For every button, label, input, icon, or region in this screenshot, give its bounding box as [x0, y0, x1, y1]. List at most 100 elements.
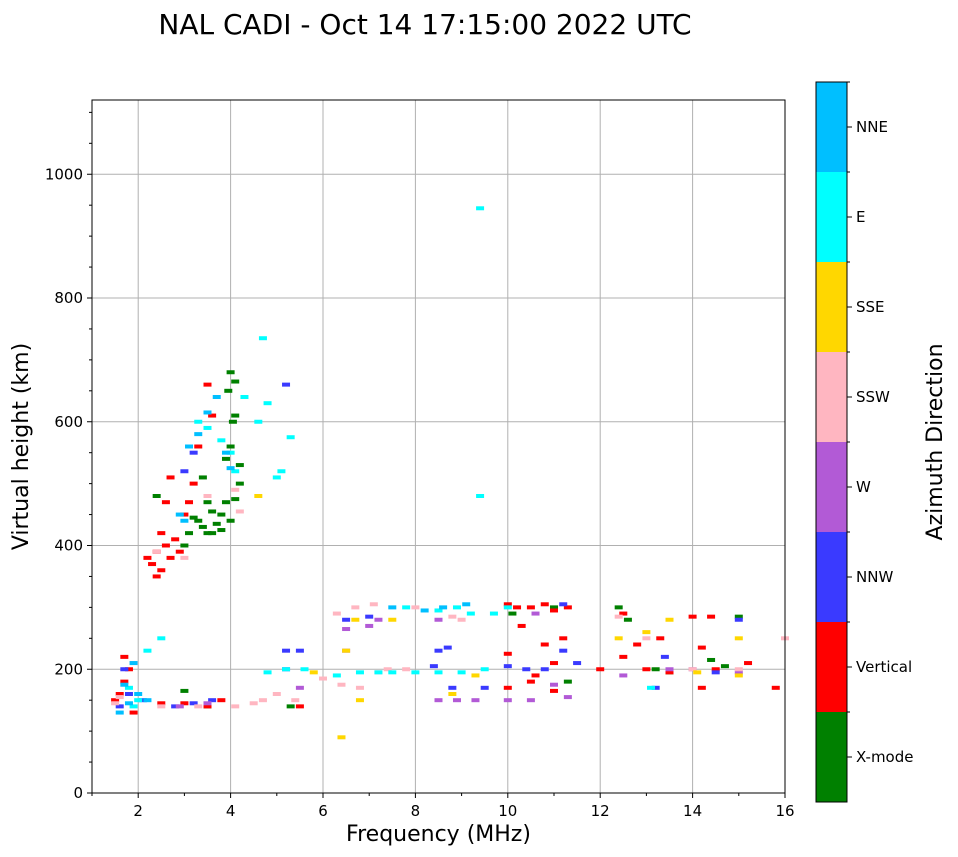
data-point	[226, 518, 235, 523]
data-point	[231, 487, 240, 492]
colorbar-tick-label: SSW	[856, 388, 890, 406]
data-point	[226, 466, 235, 471]
data-point	[124, 701, 133, 706]
data-point	[120, 682, 129, 687]
data-point	[189, 481, 198, 486]
colorbar-tick-label: NNW	[856, 568, 893, 586]
data-point	[124, 667, 133, 672]
y-axis-label: Virtual height (km)	[9, 343, 34, 550]
data-point	[619, 673, 628, 678]
data-point	[697, 645, 706, 650]
y-tick-label: 600	[54, 413, 83, 431]
data-point	[388, 670, 397, 675]
data-point	[697, 685, 706, 690]
data-point	[175, 512, 184, 517]
data-point	[157, 568, 166, 573]
x-tick-label: 14	[683, 802, 702, 820]
data-point	[623, 617, 632, 622]
data-point	[434, 617, 443, 622]
data-point	[152, 494, 161, 498]
y-tick-label: 1000	[45, 165, 83, 183]
y-tick-label: 800	[54, 289, 83, 307]
data-point	[550, 608, 558, 613]
data-point	[508, 611, 517, 616]
data-point	[503, 602, 512, 607]
data-point	[111, 701, 120, 706]
data-point	[221, 500, 230, 505]
data-point	[129, 704, 138, 709]
data-point	[134, 692, 143, 696]
data-point	[374, 670, 383, 675]
x-axis-ticks: 2 4 6 8 10 12 14 16	[91, 793, 795, 820]
data-point	[124, 692, 133, 696]
data-point	[351, 617, 360, 622]
data-point	[235, 481, 244, 486]
data-point	[194, 444, 203, 449]
data-point	[457, 670, 466, 675]
data-point	[688, 614, 697, 619]
x-tick-label: 4	[226, 802, 236, 820]
data-point	[212, 521, 221, 526]
data-point	[342, 617, 351, 622]
data-point	[254, 494, 263, 498]
data-point	[309, 670, 318, 675]
data-point	[217, 512, 226, 517]
data-point	[231, 379, 240, 384]
data-point	[180, 469, 189, 474]
data-point	[217, 698, 226, 703]
data-point	[263, 401, 272, 406]
data-point	[180, 512, 189, 517]
data-point	[124, 685, 133, 690]
data-point	[203, 382, 212, 387]
data-point	[734, 636, 743, 641]
data-point	[448, 614, 457, 619]
data-point	[203, 704, 212, 709]
data-point	[563, 695, 572, 700]
data-point	[166, 475, 175, 480]
colorbar-tick-label: W	[856, 478, 871, 496]
data-point	[531, 611, 540, 616]
data-point	[120, 679, 129, 684]
data-point	[526, 679, 535, 684]
data-point	[443, 645, 452, 650]
colorbar-segment	[816, 352, 847, 442]
data-point	[203, 494, 212, 498]
data-point	[711, 667, 720, 672]
data-point	[411, 670, 420, 675]
data-point	[231, 469, 240, 474]
data-point	[665, 670, 674, 675]
data-point	[642, 667, 651, 672]
data-point	[337, 735, 346, 740]
data-point	[166, 555, 175, 560]
data-point	[203, 410, 212, 415]
data-point	[337, 682, 346, 687]
data-point	[526, 605, 535, 610]
data-point	[231, 704, 240, 709]
data-point	[208, 509, 217, 514]
data-point	[138, 698, 147, 703]
data-point	[540, 642, 549, 647]
colorbar-segment	[816, 262, 847, 352]
data-point	[734, 667, 743, 672]
x-tick-label: 2	[133, 802, 143, 820]
data-point	[531, 673, 540, 678]
data-point	[208, 531, 217, 536]
data-point	[332, 611, 341, 616]
data-point	[573, 661, 582, 666]
colorbar-frame	[815, 81, 848, 803]
data-point	[120, 667, 129, 672]
data-point	[282, 382, 291, 387]
data-point	[503, 651, 512, 656]
plot-frame	[91, 99, 786, 794]
data-point	[115, 692, 124, 696]
data-point	[254, 419, 263, 424]
chart-title: NAL CADI - Oct 14 17:15:00 2022 UTC	[158, 8, 692, 41]
data-point	[217, 438, 226, 443]
data-point	[489, 611, 498, 616]
data-point	[711, 670, 720, 675]
data-point	[185, 444, 194, 449]
data-point	[647, 685, 656, 690]
data-point	[157, 531, 166, 536]
data-point	[161, 500, 170, 505]
